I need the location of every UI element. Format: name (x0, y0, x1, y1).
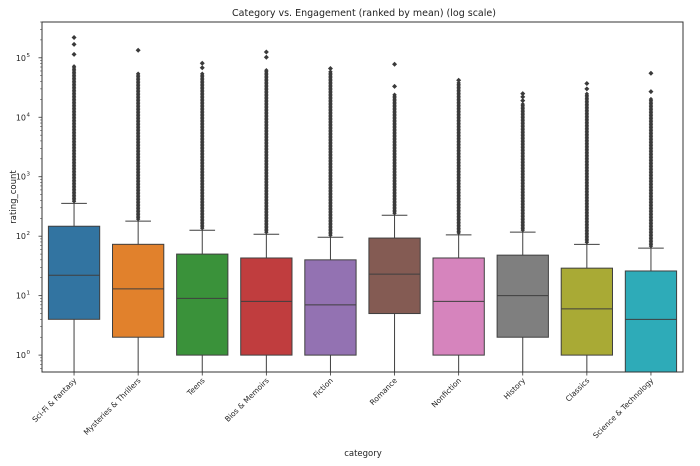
iqr-box (304, 259, 357, 356)
outlier-point (135, 71, 141, 76)
outlier-point (328, 69, 333, 74)
x-tick-label: History (502, 376, 528, 402)
iqr-box (240, 257, 293, 356)
x-axis-label: category (344, 449, 382, 459)
x-axis: Sci-Fi & Fantasy Mysteries & Thrillers Tee… (30, 372, 656, 441)
iqr-box (432, 257, 485, 356)
x-tick-label: Bios & Memoirs (223, 376, 271, 424)
outlier-point (584, 86, 590, 92)
outlier-point (199, 60, 205, 66)
y-tick-label: 10 (16, 54, 26, 63)
outlier-point (456, 80, 461, 86)
iqr-box (47, 225, 101, 320)
outlier-point (392, 92, 397, 97)
outlier-point (71, 64, 77, 69)
x-tick-label: Science & Technology (591, 376, 656, 441)
axes-frame (41, 21, 684, 373)
outlier-point (648, 96, 654, 102)
box-mysteries-thrillers (112, 47, 165, 372)
y-axis-label: rating_count (9, 170, 19, 224)
y-tick-exponent: 0 (27, 350, 31, 356)
x-tick-label: Romance (368, 376, 399, 407)
outlier-point (199, 65, 205, 71)
outlier-point (264, 68, 269, 73)
x-tick-label: Mysteries & Thrillers (82, 376, 143, 437)
box-fiction (304, 66, 357, 372)
x-tick-label: Teens (185, 376, 207, 398)
outlier-point (456, 77, 462, 83)
x-tick-label: Nonfiction (430, 376, 464, 410)
y-tick-exponent: 2 (27, 231, 31, 237)
outlier-point (327, 66, 333, 72)
box-nonfiction (432, 77, 485, 372)
outlier-point (263, 54, 269, 60)
y-tick-label: 10 (16, 173, 26, 182)
y-tick-exponent: 4 (27, 112, 31, 118)
x-tick-label: Classics (564, 376, 592, 404)
outlier-point (648, 70, 654, 76)
plot-area (47, 34, 678, 373)
box-classics (560, 80, 613, 372)
iqr-box (112, 243, 165, 338)
y-tick-label: 10 (16, 292, 26, 301)
box-bios-memoirs (240, 49, 293, 372)
outlier-point (135, 47, 141, 53)
box-teens (176, 60, 229, 372)
iqr-box (560, 267, 613, 356)
iqr-box (368, 237, 421, 315)
outlier-point (520, 101, 525, 107)
outlier-point (584, 80, 590, 86)
x-tick-label: Sci-Fi & Fantasy (30, 376, 78, 424)
outlier-point (520, 91, 526, 97)
iqr-box (176, 253, 229, 356)
y-tick-label: 10 (16, 351, 26, 360)
y-tick-exponent: 3 (27, 172, 31, 178)
outlier-point (71, 34, 77, 40)
box-sci-fi-fantasy (47, 34, 101, 372)
outlier-point (648, 89, 654, 95)
y-tick-exponent: 1 (27, 291, 31, 297)
outlier-point (520, 94, 526, 100)
outlier-point (71, 41, 77, 47)
outlier-point (392, 83, 398, 89)
x-tick-label: Fiction (311, 376, 335, 400)
y-tick-exponent: 5 (27, 53, 31, 59)
outlier-point (263, 49, 269, 55)
iqr-box (496, 254, 549, 338)
chart-title: Category vs. Engagement (ranked by mean)… (232, 8, 496, 19)
iqr-box (624, 270, 678, 373)
outlier-point (200, 71, 205, 76)
box-science-technology (624, 70, 678, 373)
outlier-point (520, 98, 526, 104)
y-tick-label: 10 (16, 113, 26, 122)
box-history (496, 91, 549, 372)
box-romance (368, 61, 421, 372)
outlier-point (392, 61, 398, 67)
y-tick-label: 10 (16, 232, 26, 241)
outlier-point (71, 51, 77, 57)
outlier-point (584, 91, 590, 97)
